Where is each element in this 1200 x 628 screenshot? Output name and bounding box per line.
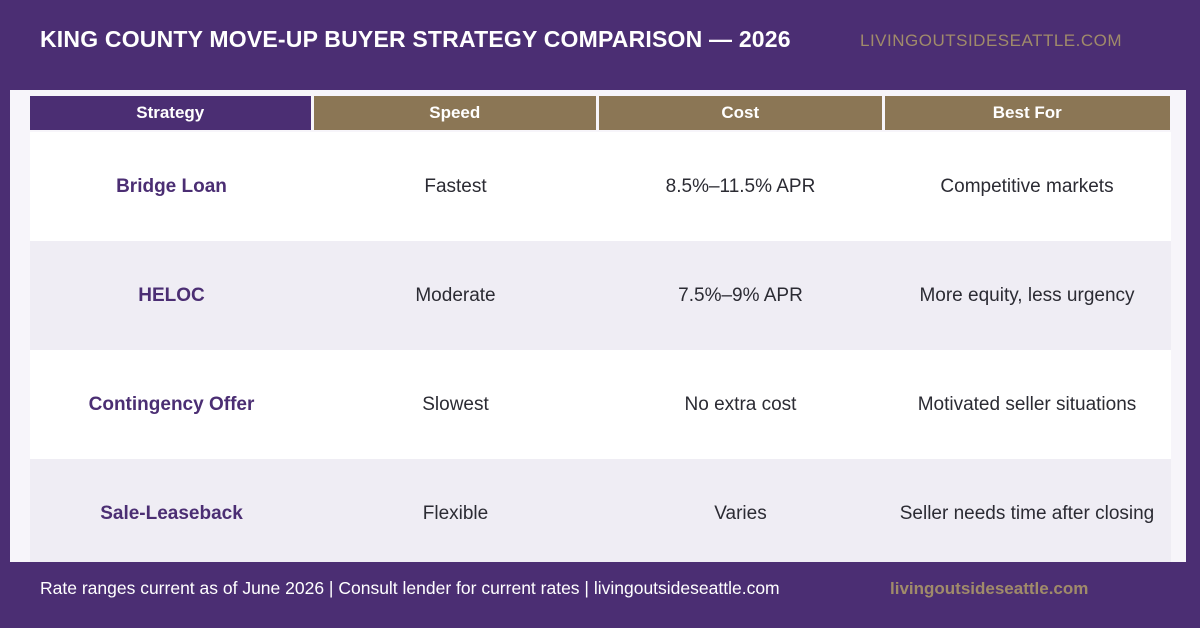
cost-cell: Varies [714,502,767,524]
comparison-panel: Strategy Speed Cost Best For Bridge Loan… [10,90,1186,562]
cost-cell: 7.5%–9% APR [678,284,803,306]
strategy-cell: Contingency Offer [88,393,255,415]
header-bar: KING COUNTY MOVE-UP BUYER STRATEGY COMPA… [0,0,1200,88]
best-for-cell: Seller needs time after closing [899,502,1155,524]
speed-cell: Slowest [422,393,489,415]
column-header-speed: Speed [313,96,597,130]
column-header-cost: Cost [599,96,882,130]
best-for-cell: Motivated seller situations [917,393,1137,415]
cost-cell: No extra cost [684,393,797,415]
cost-cell: 8.5%–11.5% APR [665,175,816,197]
strategy-cell: Sale-Leaseback [100,502,243,524]
strategy-cell: HELOC [138,284,205,306]
speed-cell: Fastest [424,175,487,197]
footer-site-link[interactable]: livingoutsideseattle.com [890,579,1089,598]
best-for-cell: Competitive markets [940,175,1114,197]
table-body: Bridge Loan Fastest 8.5%–11.5% APR Compe… [30,132,1171,562]
column-header-best-for: Best For [884,96,1170,130]
table-row: Sale-Leaseback Flexible Varies Seller ne… [30,459,1171,562]
column-header-strategy: Strategy [30,96,311,130]
speed-cell: Flexible [422,502,489,524]
speed-cell: Moderate [415,284,496,306]
page-title: KING COUNTY MOVE-UP BUYER STRATEGY COMPA… [40,26,791,52]
best-for-cell: More equity, less urgency [919,284,1135,306]
table-row: Bridge Loan Fastest 8.5%–11.5% APR Compe… [30,132,1171,241]
strategy-cell: Bridge Loan [116,175,227,197]
footer-bar: Rate ranges current as of June 2026 | Co… [0,562,1200,628]
table-row: Contingency Offer Slowest No extra cost … [30,350,1171,459]
table-row: HELOC Moderate 7.5%–9% APR More equity, … [30,241,1171,350]
footnote-text: Rate ranges current as of June 2026 | Co… [40,578,780,598]
header-site-link[interactable]: LIVINGOUTSIDESEATTLE.COM [860,31,1123,50]
table-header: Strategy Speed Cost Best For [30,96,1170,130]
